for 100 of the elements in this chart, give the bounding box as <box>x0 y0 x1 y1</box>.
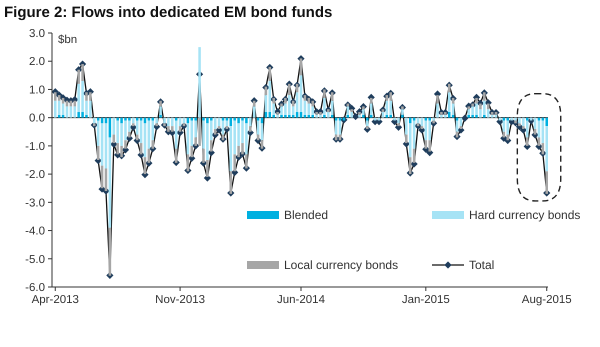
bar <box>370 104 372 115</box>
bar <box>159 106 162 115</box>
bar <box>483 100 486 115</box>
bar <box>237 118 240 124</box>
bar <box>334 120 338 135</box>
bar <box>124 118 127 120</box>
bar <box>144 118 146 124</box>
y-tick-label: -1.0 <box>25 140 45 153</box>
bar <box>96 118 100 120</box>
legend-label: Total <box>469 258 494 272</box>
bar <box>338 120 342 135</box>
y-tick-label: -3.0 <box>25 197 45 210</box>
bar <box>308 104 310 115</box>
bar <box>100 123 104 166</box>
bar <box>264 112 268 118</box>
bar <box>471 104 474 106</box>
y-tick-label: 1.0 <box>29 84 45 96</box>
bar <box>194 118 197 120</box>
legend-label: Hard currency bonds <box>469 208 580 222</box>
bar <box>330 100 334 115</box>
x-tick-label: Aug-2015 <box>522 294 572 306</box>
bar <box>128 118 131 120</box>
bar <box>323 98 326 115</box>
bar <box>70 106 72 118</box>
bar <box>342 118 346 120</box>
bar <box>252 106 256 118</box>
bar <box>436 104 439 118</box>
x-tick-label: Jun-2014 <box>277 294 326 306</box>
bar <box>100 118 104 124</box>
bar <box>186 118 190 124</box>
x-tick-label: Apr-2013 <box>32 294 79 306</box>
bar <box>66 106 68 118</box>
bar <box>448 92 450 112</box>
bar <box>456 120 458 132</box>
bar <box>120 123 123 146</box>
bar <box>412 118 416 120</box>
bar <box>502 120 506 132</box>
bar <box>256 118 260 120</box>
bar <box>280 104 283 106</box>
y-tick-label: 0.0 <box>29 112 45 125</box>
bar <box>350 109 353 112</box>
bar <box>174 120 178 149</box>
bar <box>346 104 350 106</box>
bar <box>54 100 57 118</box>
legend-label: Local currency bonds <box>284 258 398 272</box>
bar <box>58 100 60 115</box>
bar <box>148 118 150 120</box>
bar <box>174 118 178 120</box>
bar <box>62 104 64 115</box>
y-tick-label: -4.0 <box>25 226 45 238</box>
bar <box>502 118 506 120</box>
bar <box>475 104 478 115</box>
bar <box>206 123 209 160</box>
bar <box>144 123 146 158</box>
bar <box>268 80 272 112</box>
bar <box>432 118 435 120</box>
bar <box>182 123 186 126</box>
bar <box>226 126 228 129</box>
bar <box>424 118 428 120</box>
bar <box>327 109 330 112</box>
bar <box>230 118 232 126</box>
bar <box>498 118 502 120</box>
bar <box>432 120 435 124</box>
bar <box>393 118 396 120</box>
bar <box>296 112 298 118</box>
bar <box>206 118 209 124</box>
bar <box>260 123 264 140</box>
bar <box>428 120 431 140</box>
bar <box>408 118 412 124</box>
bar <box>300 112 302 118</box>
bar <box>510 118 513 120</box>
bar <box>268 112 272 118</box>
bar <box>202 118 205 120</box>
bar <box>77 112 80 118</box>
bar <box>116 120 119 144</box>
bar <box>300 75 302 112</box>
bar <box>382 109 384 112</box>
bar <box>420 126 424 129</box>
bar <box>210 118 213 120</box>
y-tick-label: 3.0 <box>29 28 45 40</box>
bar <box>120 118 123 124</box>
bar <box>222 120 224 135</box>
bar <box>81 112 84 118</box>
bar <box>186 123 190 154</box>
y-tick-label: -6.0 <box>25 282 45 294</box>
bar <box>116 118 119 120</box>
bar <box>456 118 458 120</box>
y-tick-label: -2.0 <box>25 169 45 182</box>
bar <box>506 120 509 135</box>
bar <box>218 126 220 129</box>
x-tick-label: Nov-2013 <box>155 294 206 306</box>
bar <box>276 112 279 115</box>
bar <box>389 100 392 115</box>
bar <box>260 118 264 124</box>
chart-title: Figure 2: Flows into dedicated EM bond funds <box>4 4 332 21</box>
bar <box>89 100 92 118</box>
bar <box>526 120 528 138</box>
bar <box>545 118 548 126</box>
bar <box>152 118 154 120</box>
bar <box>241 118 244 120</box>
